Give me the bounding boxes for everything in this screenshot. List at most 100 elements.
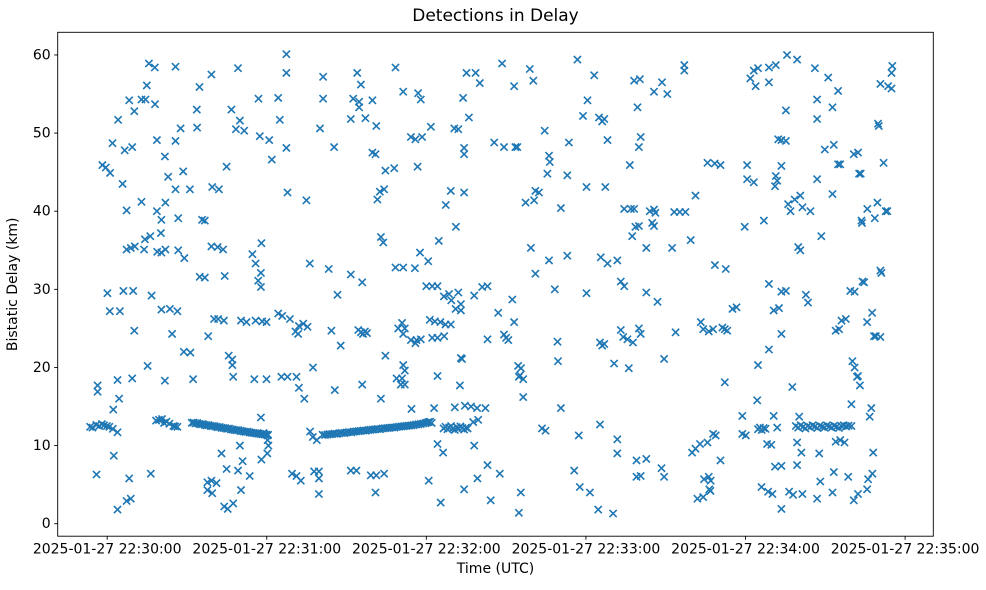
scatter-point	[229, 499, 238, 508]
scatter-point	[250, 375, 259, 384]
scatter-point	[256, 268, 266, 278]
scatter-point	[129, 286, 138, 296]
scatter-point	[475, 78, 484, 88]
scatter-point	[636, 329, 645, 339]
scatter-point	[490, 138, 499, 147]
scatter-point	[777, 161, 786, 171]
scatter-point	[817, 232, 826, 241]
scatter-point	[764, 63, 774, 72]
scatter-point	[120, 146, 129, 155]
scatter-point	[466, 402, 476, 411]
scatter-point	[171, 62, 180, 71]
scatter-point	[248, 250, 257, 259]
scatter-point	[303, 322, 312, 331]
scatter-point	[564, 138, 574, 147]
scatter-point	[413, 89, 423, 98]
scatter-point	[379, 238, 388, 247]
scatter-point	[573, 55, 582, 64]
scatter-point	[869, 332, 879, 341]
scatter-point	[777, 329, 786, 339]
scatter-point	[203, 485, 212, 495]
scatter-point	[192, 105, 201, 114]
scatter-point	[881, 207, 890, 216]
scatter-point	[470, 291, 479, 300]
scatter-point	[173, 307, 182, 316]
scatter-point	[174, 246, 183, 255]
scatter-point	[822, 421, 832, 430]
scatter-point	[315, 124, 325, 133]
scatter-point	[657, 78, 667, 87]
scatter-point	[667, 243, 677, 253]
scatter-point	[142, 81, 151, 90]
scatter-point	[444, 289, 454, 299]
scatter-point	[170, 422, 180, 431]
scatter-point	[786, 207, 795, 216]
scatter-point	[267, 155, 276, 164]
scatter-point	[283, 188, 292, 197]
scatter-point	[624, 364, 633, 373]
scatter-point	[179, 167, 188, 176]
scatter-point	[294, 321, 304, 331]
scatter-point	[130, 326, 139, 335]
scatter-point	[114, 394, 124, 403]
chart-title: Detections in Delay	[412, 6, 579, 26]
scatter-point	[716, 160, 725, 170]
y-tick-label: 40	[33, 204, 51, 220]
scatter-point	[613, 449, 622, 458]
scatter-point	[815, 449, 824, 458]
scatter-point	[450, 403, 459, 412]
scatter-point	[513, 142, 522, 152]
scatter-point	[242, 317, 251, 327]
scatter-point	[245, 471, 254, 481]
scatter-point	[497, 59, 507, 68]
scatter-point	[314, 474, 324, 483]
scatter-point	[346, 270, 355, 279]
scatter-point	[109, 451, 118, 460]
scatter-point	[770, 462, 780, 471]
scatter-point	[541, 426, 550, 435]
y-tick-label: 30	[33, 282, 51, 298]
scatter-point	[516, 364, 526, 373]
scatter-point	[438, 448, 448, 457]
scatter-point	[865, 412, 874, 421]
scatter-point	[152, 207, 162, 216]
scatter-point	[118, 179, 127, 189]
scatter-point	[113, 375, 122, 385]
scatter-point	[526, 243, 536, 253]
scatter-point	[781, 106, 791, 115]
scatter-point	[274, 309, 283, 318]
scatter-point	[585, 488, 595, 497]
scatter-point	[657, 464, 666, 473]
scatter-point	[161, 245, 170, 254]
scatter-point	[706, 476, 715, 485]
scatter-point	[486, 496, 495, 505]
scatter-point	[217, 449, 226, 458]
scatter-point	[626, 204, 636, 214]
scatter-point	[781, 286, 791, 296]
scatter-point	[742, 175, 752, 184]
scatter-point	[848, 357, 857, 366]
scatter-point	[346, 114, 355, 124]
scatter-point	[368, 96, 377, 105]
scatter-point	[495, 469, 504, 478]
scatter-point	[314, 467, 324, 476]
scatter-point	[509, 317, 519, 327]
scatter-point	[128, 374, 137, 383]
scatter-point	[516, 488, 525, 497]
scatter-point	[473, 474, 482, 483]
y-tick-label: 50	[33, 126, 51, 142]
scatter-point	[229, 372, 238, 381]
scatter-point	[859, 278, 869, 287]
scatter-point	[853, 489, 863, 499]
scatter-point	[397, 318, 407, 328]
scatter-point	[759, 216, 769, 225]
scatter-point	[616, 277, 625, 286]
scatter-point	[708, 325, 718, 334]
scatter-point	[594, 505, 603, 514]
scatter-point	[415, 248, 425, 257]
scatter-point	[876, 266, 885, 275]
scatter-point	[471, 68, 480, 78]
scatter-point	[397, 374, 407, 383]
scatter-point	[768, 489, 777, 499]
